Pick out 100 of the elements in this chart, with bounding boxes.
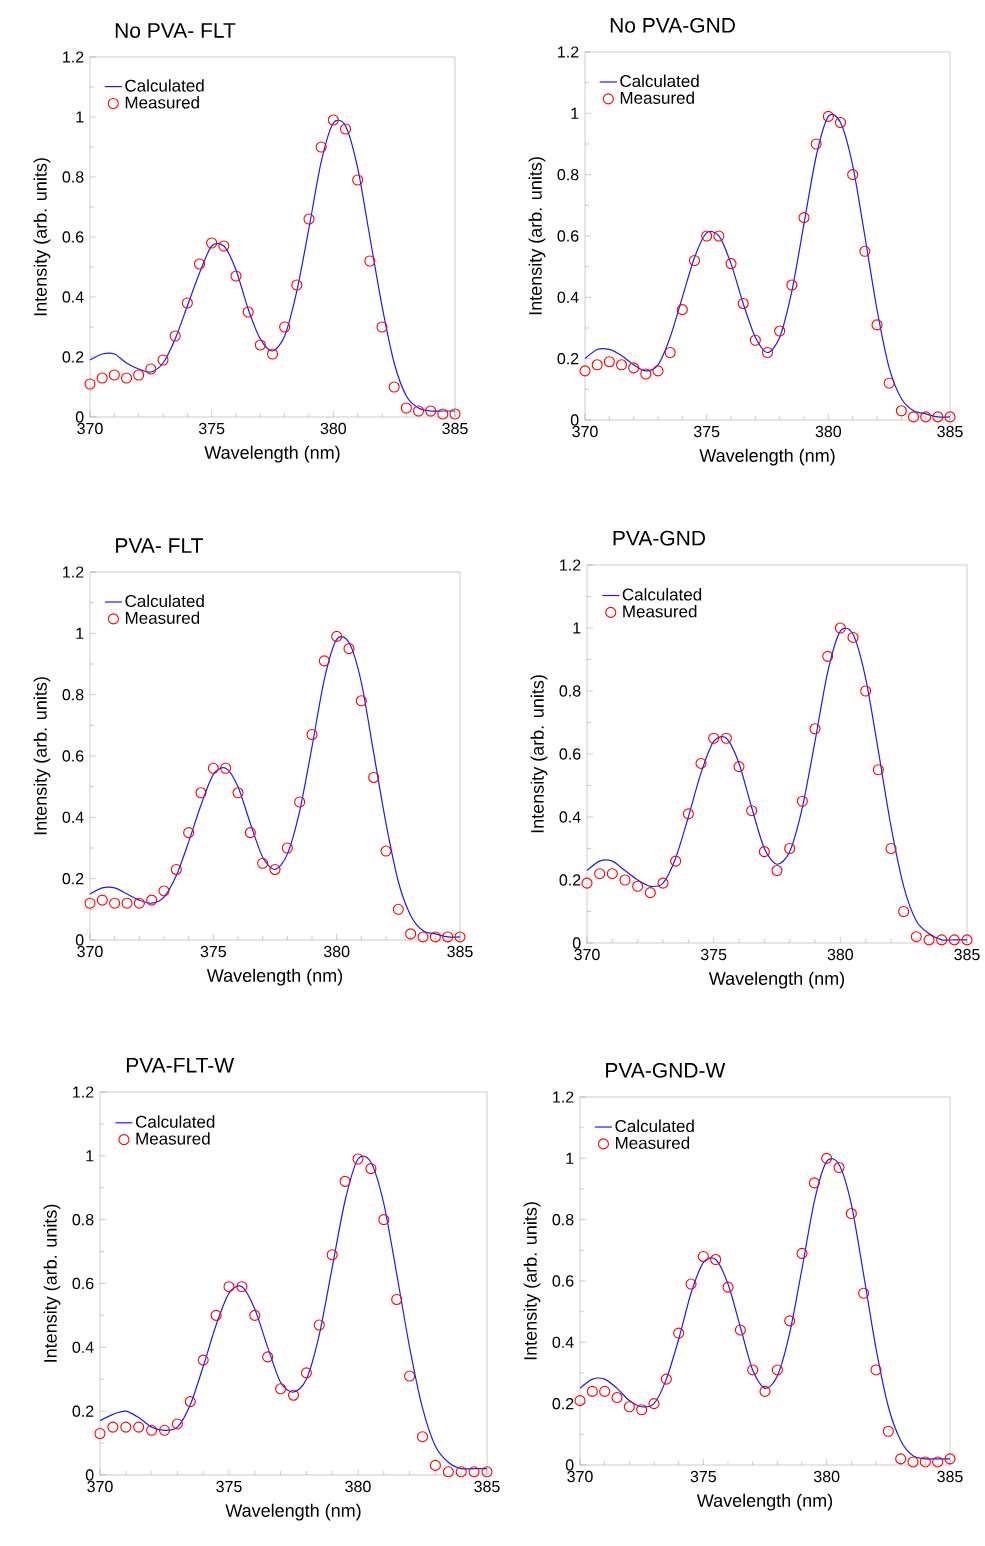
y-tick-label: 0.6 xyxy=(72,1277,94,1290)
x-axis-title: Wavelength (nm) xyxy=(225,1503,361,1521)
point xyxy=(236,1281,248,1293)
point xyxy=(145,363,157,375)
y-tick-label: 0.8 xyxy=(552,1214,574,1226)
point xyxy=(193,258,206,270)
point xyxy=(822,110,834,122)
point xyxy=(210,1309,222,1321)
point xyxy=(784,1315,796,1327)
point xyxy=(652,365,664,377)
point xyxy=(932,1456,944,1468)
point xyxy=(644,887,656,899)
y-axis-title: Intensity (arb. units) xyxy=(528,157,546,315)
x-axis-title: Wavelength (nm) xyxy=(708,971,845,989)
y-tick-label: 0.2 xyxy=(62,351,84,363)
point xyxy=(871,319,883,331)
point xyxy=(412,405,425,417)
legend-label: Measured xyxy=(125,96,199,109)
point xyxy=(220,762,232,774)
point xyxy=(355,695,367,707)
point xyxy=(910,931,922,943)
point xyxy=(429,1459,441,1471)
point xyxy=(615,359,628,371)
y-tick-label: 1.2 xyxy=(63,51,84,63)
x-tick-label: 375 xyxy=(690,1470,716,1483)
point xyxy=(326,1249,338,1261)
point xyxy=(84,897,96,909)
y-tick-label: 1 xyxy=(571,107,579,119)
point xyxy=(468,1466,480,1478)
y-tick-label: 0 xyxy=(570,414,579,426)
legend-label: Calculated xyxy=(615,1119,694,1133)
point xyxy=(809,723,821,735)
point xyxy=(798,212,810,224)
point xyxy=(291,279,303,291)
point xyxy=(898,905,910,918)
point xyxy=(197,1354,209,1366)
point xyxy=(318,655,330,667)
point xyxy=(158,885,170,897)
x-tick-label: 380 xyxy=(827,948,854,961)
point xyxy=(682,808,694,820)
point xyxy=(84,378,96,390)
point xyxy=(425,405,437,417)
point xyxy=(885,842,897,855)
point xyxy=(722,1281,734,1293)
point xyxy=(599,1385,611,1397)
x-tick-label: 380 xyxy=(815,425,842,438)
point xyxy=(632,880,644,892)
point xyxy=(725,258,737,270)
point xyxy=(720,732,732,744)
point xyxy=(701,230,713,242)
point xyxy=(183,827,195,839)
x-tick-label: 375 xyxy=(216,1480,242,1493)
point xyxy=(713,230,725,242)
x-tick-label: 370 xyxy=(77,945,103,958)
point xyxy=(454,931,466,943)
legend-label: Measured xyxy=(615,1136,690,1149)
point xyxy=(603,356,615,368)
point xyxy=(845,1207,857,1220)
point xyxy=(936,934,948,946)
y-tick-label: 0.2 xyxy=(559,874,581,886)
point xyxy=(670,855,682,867)
point xyxy=(581,877,593,889)
point xyxy=(858,1287,870,1299)
legend-label: Calculated xyxy=(622,588,702,601)
point xyxy=(169,330,181,342)
point xyxy=(737,297,749,309)
point xyxy=(315,141,327,153)
point xyxy=(266,348,279,360)
point xyxy=(133,897,145,909)
point xyxy=(834,116,847,129)
point xyxy=(870,1364,882,1376)
chart-title: No PVA-GND xyxy=(610,17,735,33)
point xyxy=(455,1466,467,1478)
point xyxy=(619,874,631,886)
point xyxy=(206,237,218,249)
point xyxy=(294,796,306,808)
point xyxy=(416,1431,429,1443)
point xyxy=(107,1421,119,1433)
y-tick-label: 0.6 xyxy=(62,750,84,762)
point xyxy=(761,346,774,359)
point xyxy=(591,359,603,371)
y-tick-label: 0.2 xyxy=(62,873,84,885)
x-tick-label: 370 xyxy=(574,948,600,961)
point xyxy=(746,805,758,817)
point xyxy=(688,254,701,267)
point xyxy=(417,931,429,943)
point xyxy=(948,934,960,946)
point xyxy=(120,372,133,384)
y-tick-label: 0 xyxy=(85,1469,94,1481)
y-tick-label: 0.4 xyxy=(62,291,84,303)
x-tick-label: 375 xyxy=(200,945,226,958)
legend-label: Measured xyxy=(620,91,694,104)
point xyxy=(628,362,640,374)
x-tick-label: 380 xyxy=(345,1480,371,1493)
point xyxy=(339,1175,351,1187)
point xyxy=(157,354,169,366)
point xyxy=(847,631,859,643)
point xyxy=(847,169,859,181)
point xyxy=(685,1278,697,1290)
point xyxy=(249,1309,261,1321)
